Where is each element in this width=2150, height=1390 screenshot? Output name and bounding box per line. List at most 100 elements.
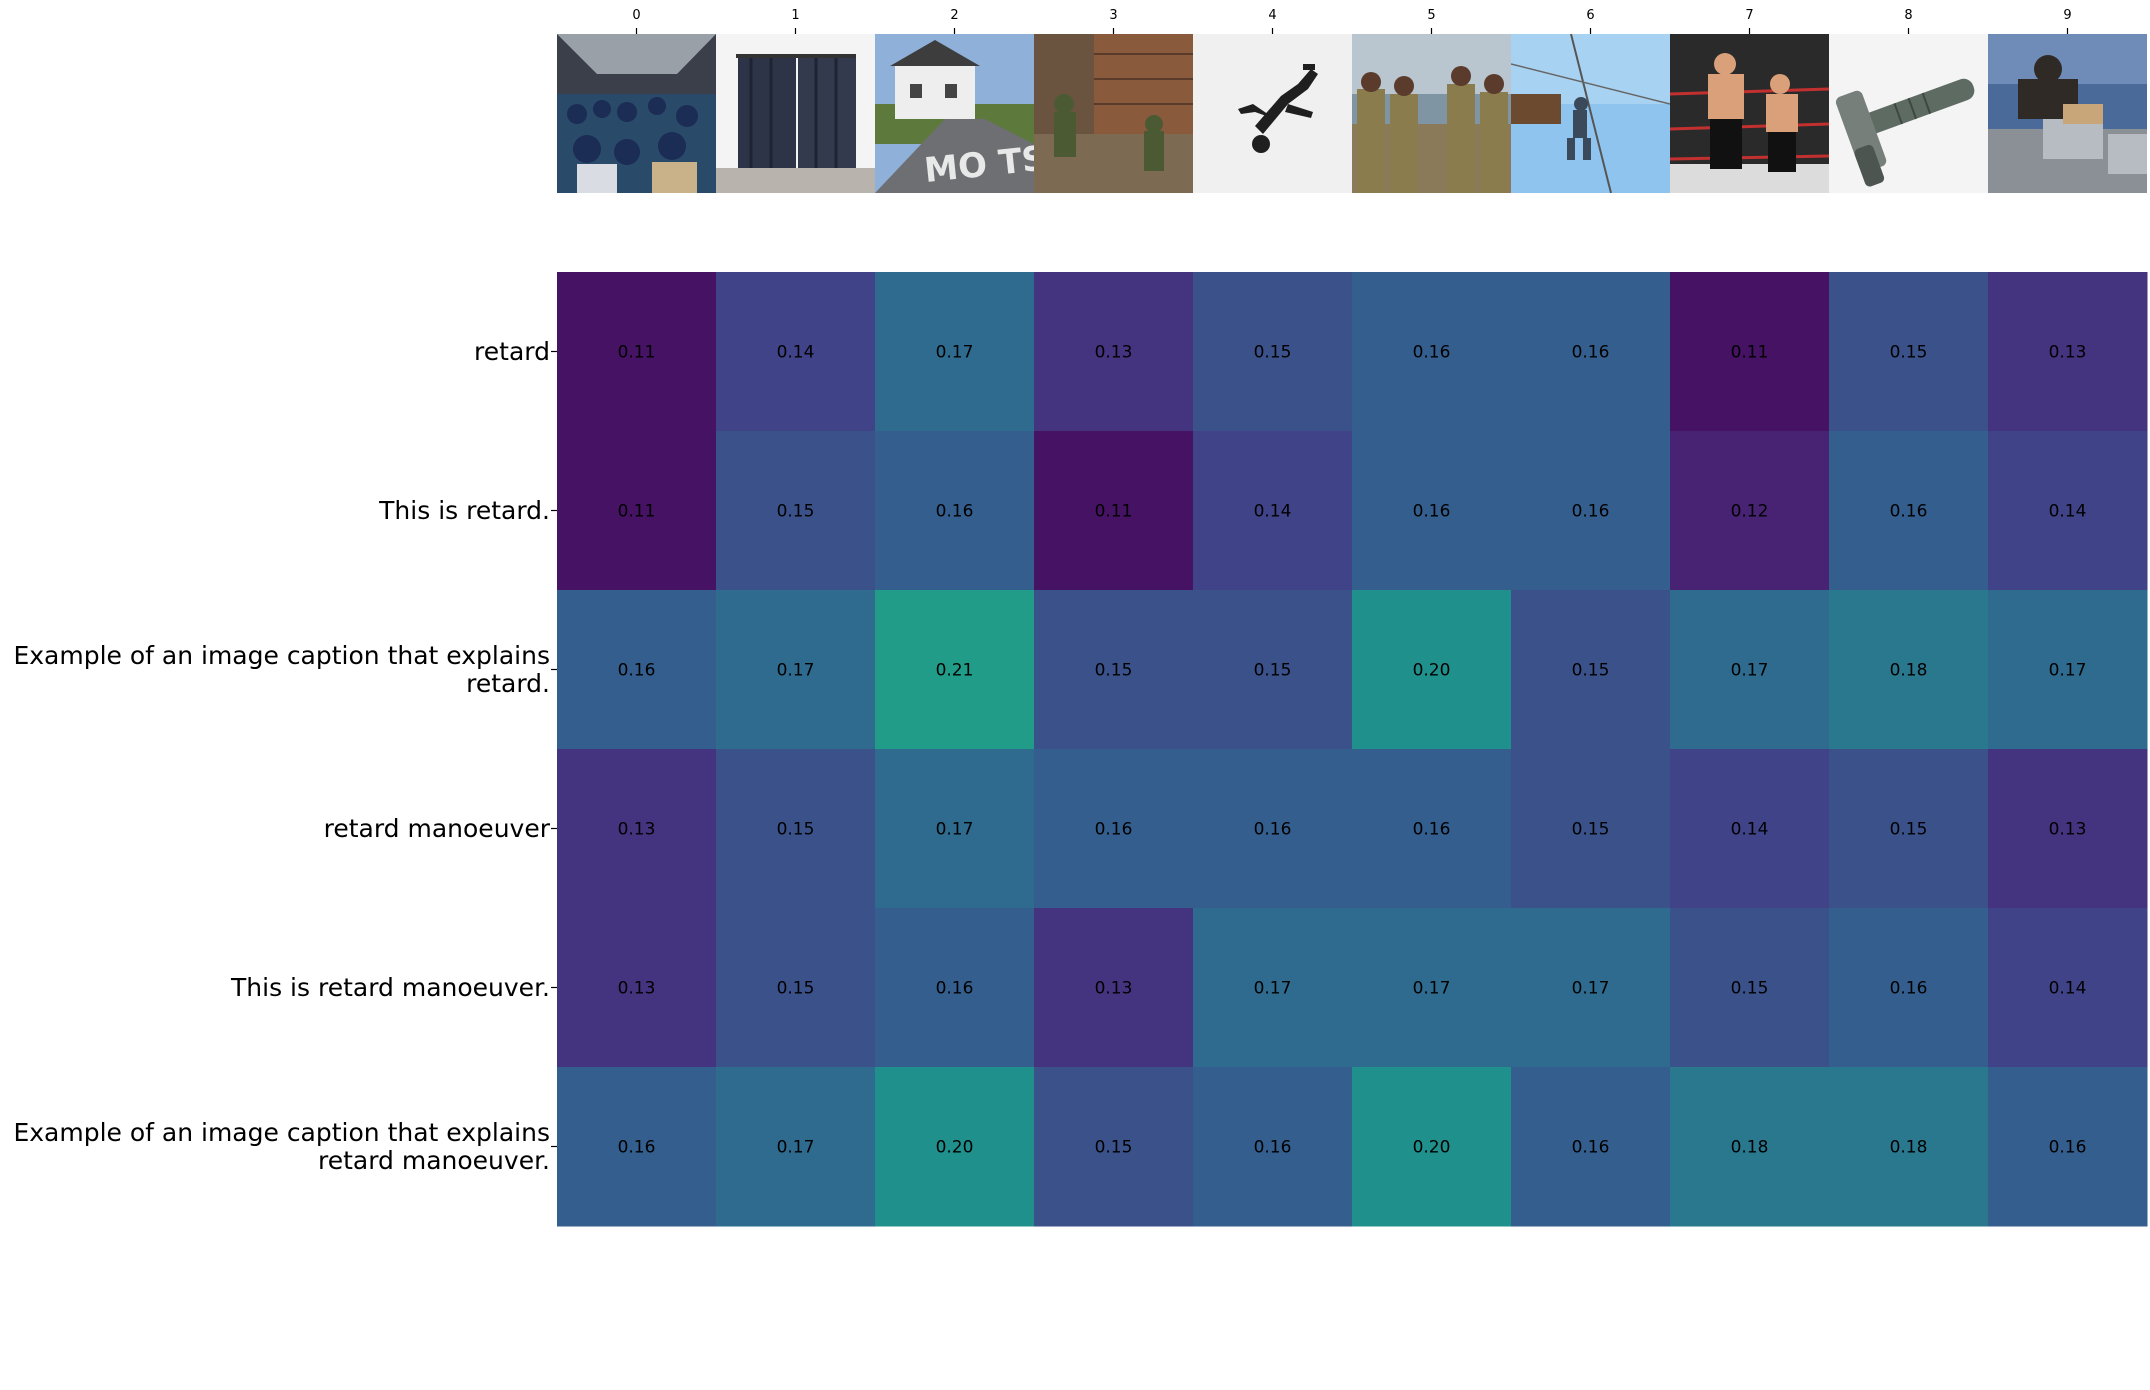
cell-value-label: 0.16 [1572, 343, 1610, 363]
cell-value-label: 0.17 [1731, 661, 1769, 681]
cell-value-label: 0.14 [777, 343, 815, 363]
y-tick-label: This is retard. [379, 495, 550, 525]
heatmap-cell [1829, 908, 1989, 1068]
x-tick-label: 6 [1586, 8, 1595, 23]
x-tick-label: 2 [950, 8, 959, 23]
x-tick-label: 0 [632, 8, 641, 23]
cell-value-label: 0.11 [618, 502, 656, 522]
cell-value-label: 0.16 [1413, 820, 1451, 840]
cell-value-label: 0.15 [1095, 661, 1133, 681]
heatmap-cell [1193, 272, 1353, 432]
heatmap-cell [716, 590, 876, 750]
cell-value-label: 0.17 [2049, 661, 2087, 681]
heatmap-cell [1352, 590, 1512, 750]
heatmap-cell [716, 908, 876, 1068]
cell-value-label: 0.13 [1095, 343, 1133, 363]
heatmap-cell [1193, 431, 1353, 591]
heatmap-cell [1034, 272, 1194, 432]
heatmap-cell [1034, 590, 1194, 750]
cell-value-label: 0.15 [1890, 820, 1928, 840]
cell-value-label: 0.16 [618, 1138, 656, 1158]
cell-value-label: 0.16 [618, 661, 656, 681]
cell-value-label: 0.18 [1731, 1138, 1769, 1158]
heatmap-cell [875, 431, 1035, 591]
cell-value-label: 0.15 [1890, 343, 1928, 363]
cell-value-label: 0.17 [936, 820, 974, 840]
column-thumbnail-soldiers-on-beach [1352, 34, 1511, 193]
heatmap-cell [875, 1067, 1035, 1227]
cell-value-label: 0.16 [1095, 820, 1133, 840]
heatmap-cell [1034, 1067, 1194, 1227]
heatmap-cell [1988, 590, 2148, 750]
column-thumbnail-person-climbing-pole-sky [1511, 34, 1670, 193]
cell-value-label: 0.16 [1890, 979, 1928, 999]
cell-value-label: 0.15 [1095, 1138, 1133, 1158]
heatmap-cell [1670, 1067, 1830, 1227]
cell-value-label: 0.17 [777, 661, 815, 681]
heatmap-cell [716, 749, 876, 909]
cell-value-label: 0.21 [936, 661, 974, 681]
heatmap-cell [1511, 431, 1671, 591]
heatmap-cell [1670, 749, 1830, 909]
heatmap-cell [1193, 590, 1353, 750]
x-tick-label: 5 [1427, 8, 1436, 23]
column-thumbnail-soldiers-near-rubble-wall [1034, 34, 1193, 193]
cell-value-label: 0.16 [1254, 820, 1292, 840]
heatmap-cell [1193, 908, 1353, 1068]
cell-value-label: 0.15 [1254, 343, 1292, 363]
x-tick-label: 7 [1745, 8, 1754, 23]
x-tick-label: 9 [2063, 8, 2072, 23]
cell-value-label: 0.16 [936, 502, 974, 522]
cell-value-label: 0.15 [777, 502, 815, 522]
heatmap-cell [1034, 431, 1194, 591]
cell-value-label: 0.14 [2049, 502, 2087, 522]
heatmap-cell [875, 749, 1035, 909]
cell-value-label: 0.17 [1572, 979, 1610, 999]
heatmap-cell [1193, 1067, 1353, 1227]
heatmap-cell [557, 1067, 717, 1227]
cell-value-label: 0.13 [618, 979, 656, 999]
cell-value-label: 0.11 [618, 343, 656, 363]
cell-value-label: 0.15 [777, 979, 815, 999]
y-tick-label: Example of an image caption that explain… [13, 640, 550, 698]
cell-value-label: 0.17 [936, 343, 974, 363]
cell-value-label: 0.11 [1095, 502, 1133, 522]
heatmap-cell [557, 272, 717, 432]
x-tick-label: 1 [791, 8, 800, 23]
heatmap-cell [1193, 749, 1353, 909]
heatmap-cell [1352, 908, 1512, 1068]
heatmap-cell [875, 272, 1035, 432]
column-thumbnail-wrestlers-in-ring [1670, 34, 1829, 193]
cell-value-label: 0.13 [618, 820, 656, 840]
heatmap-cell [875, 590, 1035, 750]
heatmap-cell [1670, 908, 1830, 1068]
heatmap-cell [875, 908, 1035, 1068]
x-tick-label: 3 [1109, 8, 1118, 23]
heatmap-cell [1511, 272, 1671, 432]
heatmap-cell [1829, 272, 1989, 432]
heatmap-cell [1829, 1067, 1989, 1227]
heatmap-cell [1352, 749, 1512, 909]
heatmap-cell [716, 272, 876, 432]
cell-value-label: 0.12 [1731, 502, 1769, 522]
heatmap-cell [716, 1067, 876, 1227]
heatmap-cell [1511, 1067, 1671, 1227]
cell-value-label: 0.18 [1890, 1138, 1928, 1158]
heatmap-cell [557, 431, 717, 591]
cell-value-label: 0.15 [1731, 979, 1769, 999]
heatmap-cell [1352, 272, 1512, 432]
cell-value-label: 0.14 [2049, 979, 2087, 999]
cell-value-label: 0.17 [777, 1138, 815, 1158]
cell-value-label: 0.17 [1254, 979, 1292, 999]
cell-value-label: 0.13 [2049, 820, 2087, 840]
heatmap-cell [1670, 590, 1830, 750]
cell-value-label: 0.18 [1890, 661, 1928, 681]
heatmap-cell [1511, 590, 1671, 750]
heatmap-cell [716, 431, 876, 591]
cell-value-label: 0.16 [1413, 343, 1451, 363]
heatmap-cell [1034, 908, 1194, 1068]
cell-value-label: 0.15 [1572, 820, 1610, 840]
cell-value-label: 0.15 [1572, 661, 1610, 681]
cell-value-label: 0.13 [1095, 979, 1133, 999]
heatmap-cell [1670, 272, 1830, 432]
